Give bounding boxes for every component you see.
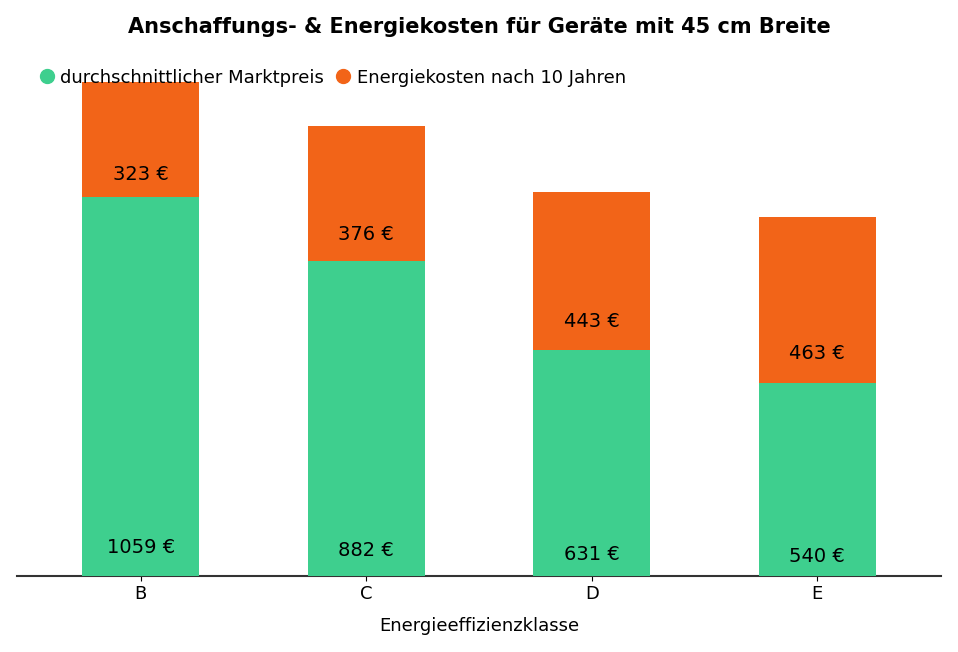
- Bar: [759, 217, 876, 383]
- Text: 882 €: 882 €: [338, 541, 394, 560]
- Text: 1059 €: 1059 €: [106, 538, 174, 557]
- Bar: [82, 82, 199, 198]
- Bar: [533, 192, 650, 350]
- X-axis label: Energieeffizienzklasse: Energieeffizienzklasse: [379, 617, 579, 635]
- Text: 376 €: 376 €: [338, 226, 394, 244]
- Text: 631 €: 631 €: [564, 546, 620, 565]
- Text: 443 €: 443 €: [564, 312, 620, 331]
- Bar: [308, 126, 425, 261]
- Bar: [533, 350, 650, 576]
- Title: Anschaffungs- & Energiekosten für Geräte mit 45 cm Breite: Anschaffungs- & Energiekosten für Geräte…: [127, 17, 831, 37]
- Bar: [308, 261, 425, 576]
- Bar: [82, 198, 199, 576]
- Bar: [759, 383, 876, 576]
- Legend: durchschnittlicher Marktpreis, Energiekosten nach 10 Jahren: durchschnittlicher Marktpreis, Energieko…: [34, 61, 633, 95]
- Text: 323 €: 323 €: [113, 164, 169, 183]
- Text: 463 €: 463 €: [789, 344, 845, 363]
- Text: 540 €: 540 €: [789, 547, 845, 566]
